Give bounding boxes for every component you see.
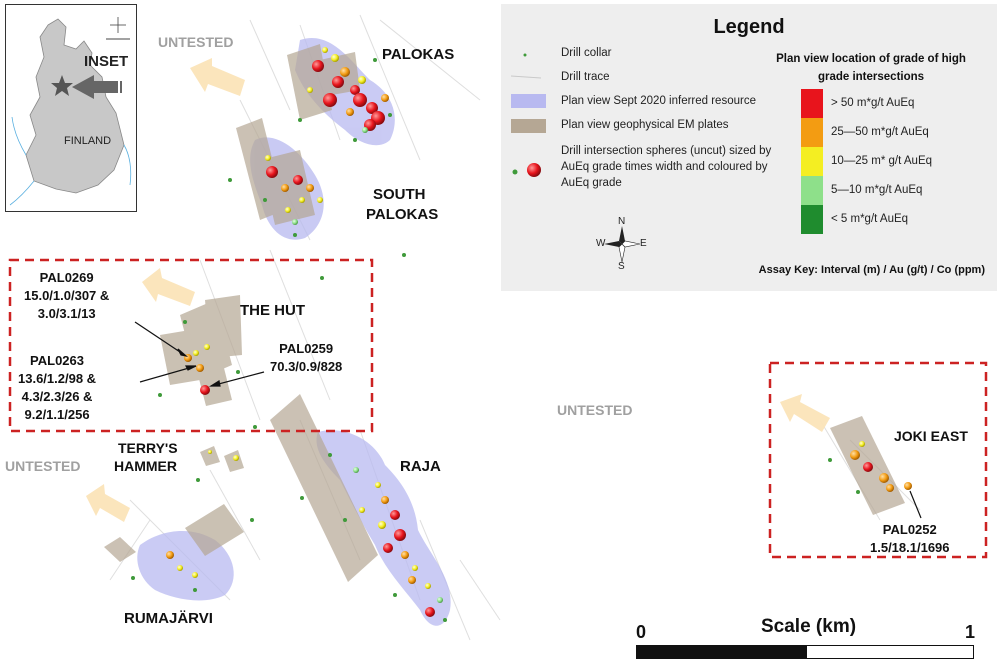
assay-key: Assay Key: Interval (m) / Au (g/t) / Co … [758,264,985,276]
label-joki-east: JOKI EAST [894,428,968,444]
legend-panel: Legend Drill collar Drill trace Plan vie… [501,4,997,291]
small-sphere-symbol [512,169,518,175]
label-south-palokas-line1: SOUTH [373,186,426,203]
scale-bar: Scale (km) 0 1 [636,612,976,662]
inset-map: INSET FINLAND [5,4,137,212]
grade-legend-title: Plan view location of grade of high grade… [776,53,966,83]
grade-swatch-5-10 [801,176,823,205]
scale-bar-white [806,645,974,659]
untested-arrow-hut [142,268,195,306]
untested-arrow-joki [780,394,830,432]
inset-map-drawing [9,17,132,206]
compass-w: W [596,238,606,249]
label-rumajarvi: RUMAJÄRVI [124,610,213,627]
compass-s: S [618,261,625,272]
label-raja: RAJA [400,458,441,475]
grade-label-gt50: > 50 m*g/t AuEq [831,97,915,109]
untested-arrows [86,58,830,522]
location-star-icon [51,75,73,96]
inset-compass-icon [110,17,126,33]
scale-max: 1 [965,622,976,642]
compass-n: N [618,216,626,227]
inset-arrow-icon [72,75,124,99]
legend-item-drill-collar: Drill collar [561,47,612,59]
untested-label: UNTESTED [557,402,633,418]
grade-label-lt5: < 5 m*g/t AuEq [831,213,909,225]
inset-label: INSET [84,53,129,70]
drill-trace-symbol [510,75,542,79]
untested-arrow-rumajarvi [86,484,130,522]
legend-symbols [510,53,641,263]
annotation-pal0252: PAL0252 1.5/18.1/1696 [870,522,950,555]
finland-shape [25,18,125,194]
drill-collars [131,58,860,622]
untested-label: UNTESTED [158,34,234,50]
grade-swatch-gt50 [801,89,823,118]
label-south-palokas-line2: PALOKAS [366,206,439,223]
leader-lines [134,321,922,519]
em-plate-symbol [511,119,546,133]
resource-symbol [511,94,546,108]
inset-country-label: FINLAND [64,135,112,147]
highlight-box-joki-east [768,361,988,559]
legend-item-em-plates: Plan view geophysical EM plates [561,119,729,131]
untested-label: UNTESTED [5,458,81,474]
legend-item-drill-trace: Drill trace [561,71,610,83]
scale-title: Scale (km) [761,616,857,637]
label-the-hut: THE HUT [240,302,305,319]
legend-title: Legend [713,16,785,38]
annotation-pal0269: PAL0269 15.0/1.0/307 & 3.0/3.1/13 [24,270,110,321]
label-palokas: PALOKAS [382,46,455,63]
grade-label-25-50: 25—50 m*g/t AuEq [831,126,929,138]
compass-e: E [640,238,647,249]
grade-label-5-10: 5—10 m*g/t AuEq [831,184,923,196]
grade-label-10-25: 10—25 m* g/t AuEq [831,155,933,167]
scale-min: 0 [636,622,647,642]
untested-arrow-palokas [190,58,245,96]
annotation-pal0263: PAL0263 13.6/1.2/98 & 4.3/2.3/26 & 9.2/1.1/… [18,353,97,422]
legend-item-resource: Plan view Sept 2020 inferred resource [561,95,756,107]
annotation-pal0259: PAL0259 70.3/0.9/828 [270,341,343,374]
intersection-spheres [166,47,912,617]
compass-rose-icon [604,226,641,263]
grade-swatch-lt5 [801,205,823,234]
scale-bar-black [636,645,808,659]
grade-swatch-25-50 [801,118,823,147]
highlight-box-the-hut [8,258,374,433]
drill-collar-symbol [523,53,527,57]
label-terrys-hammer-line1: TERRY'S [118,440,178,456]
legend-item-spheres: Drill intersection spheres (uncut) sized… [561,145,772,189]
grade-swatch-10-25 [801,147,823,176]
label-terrys-hammer-line2: HAMMER [114,458,177,474]
large-sphere-symbol [527,163,541,177]
